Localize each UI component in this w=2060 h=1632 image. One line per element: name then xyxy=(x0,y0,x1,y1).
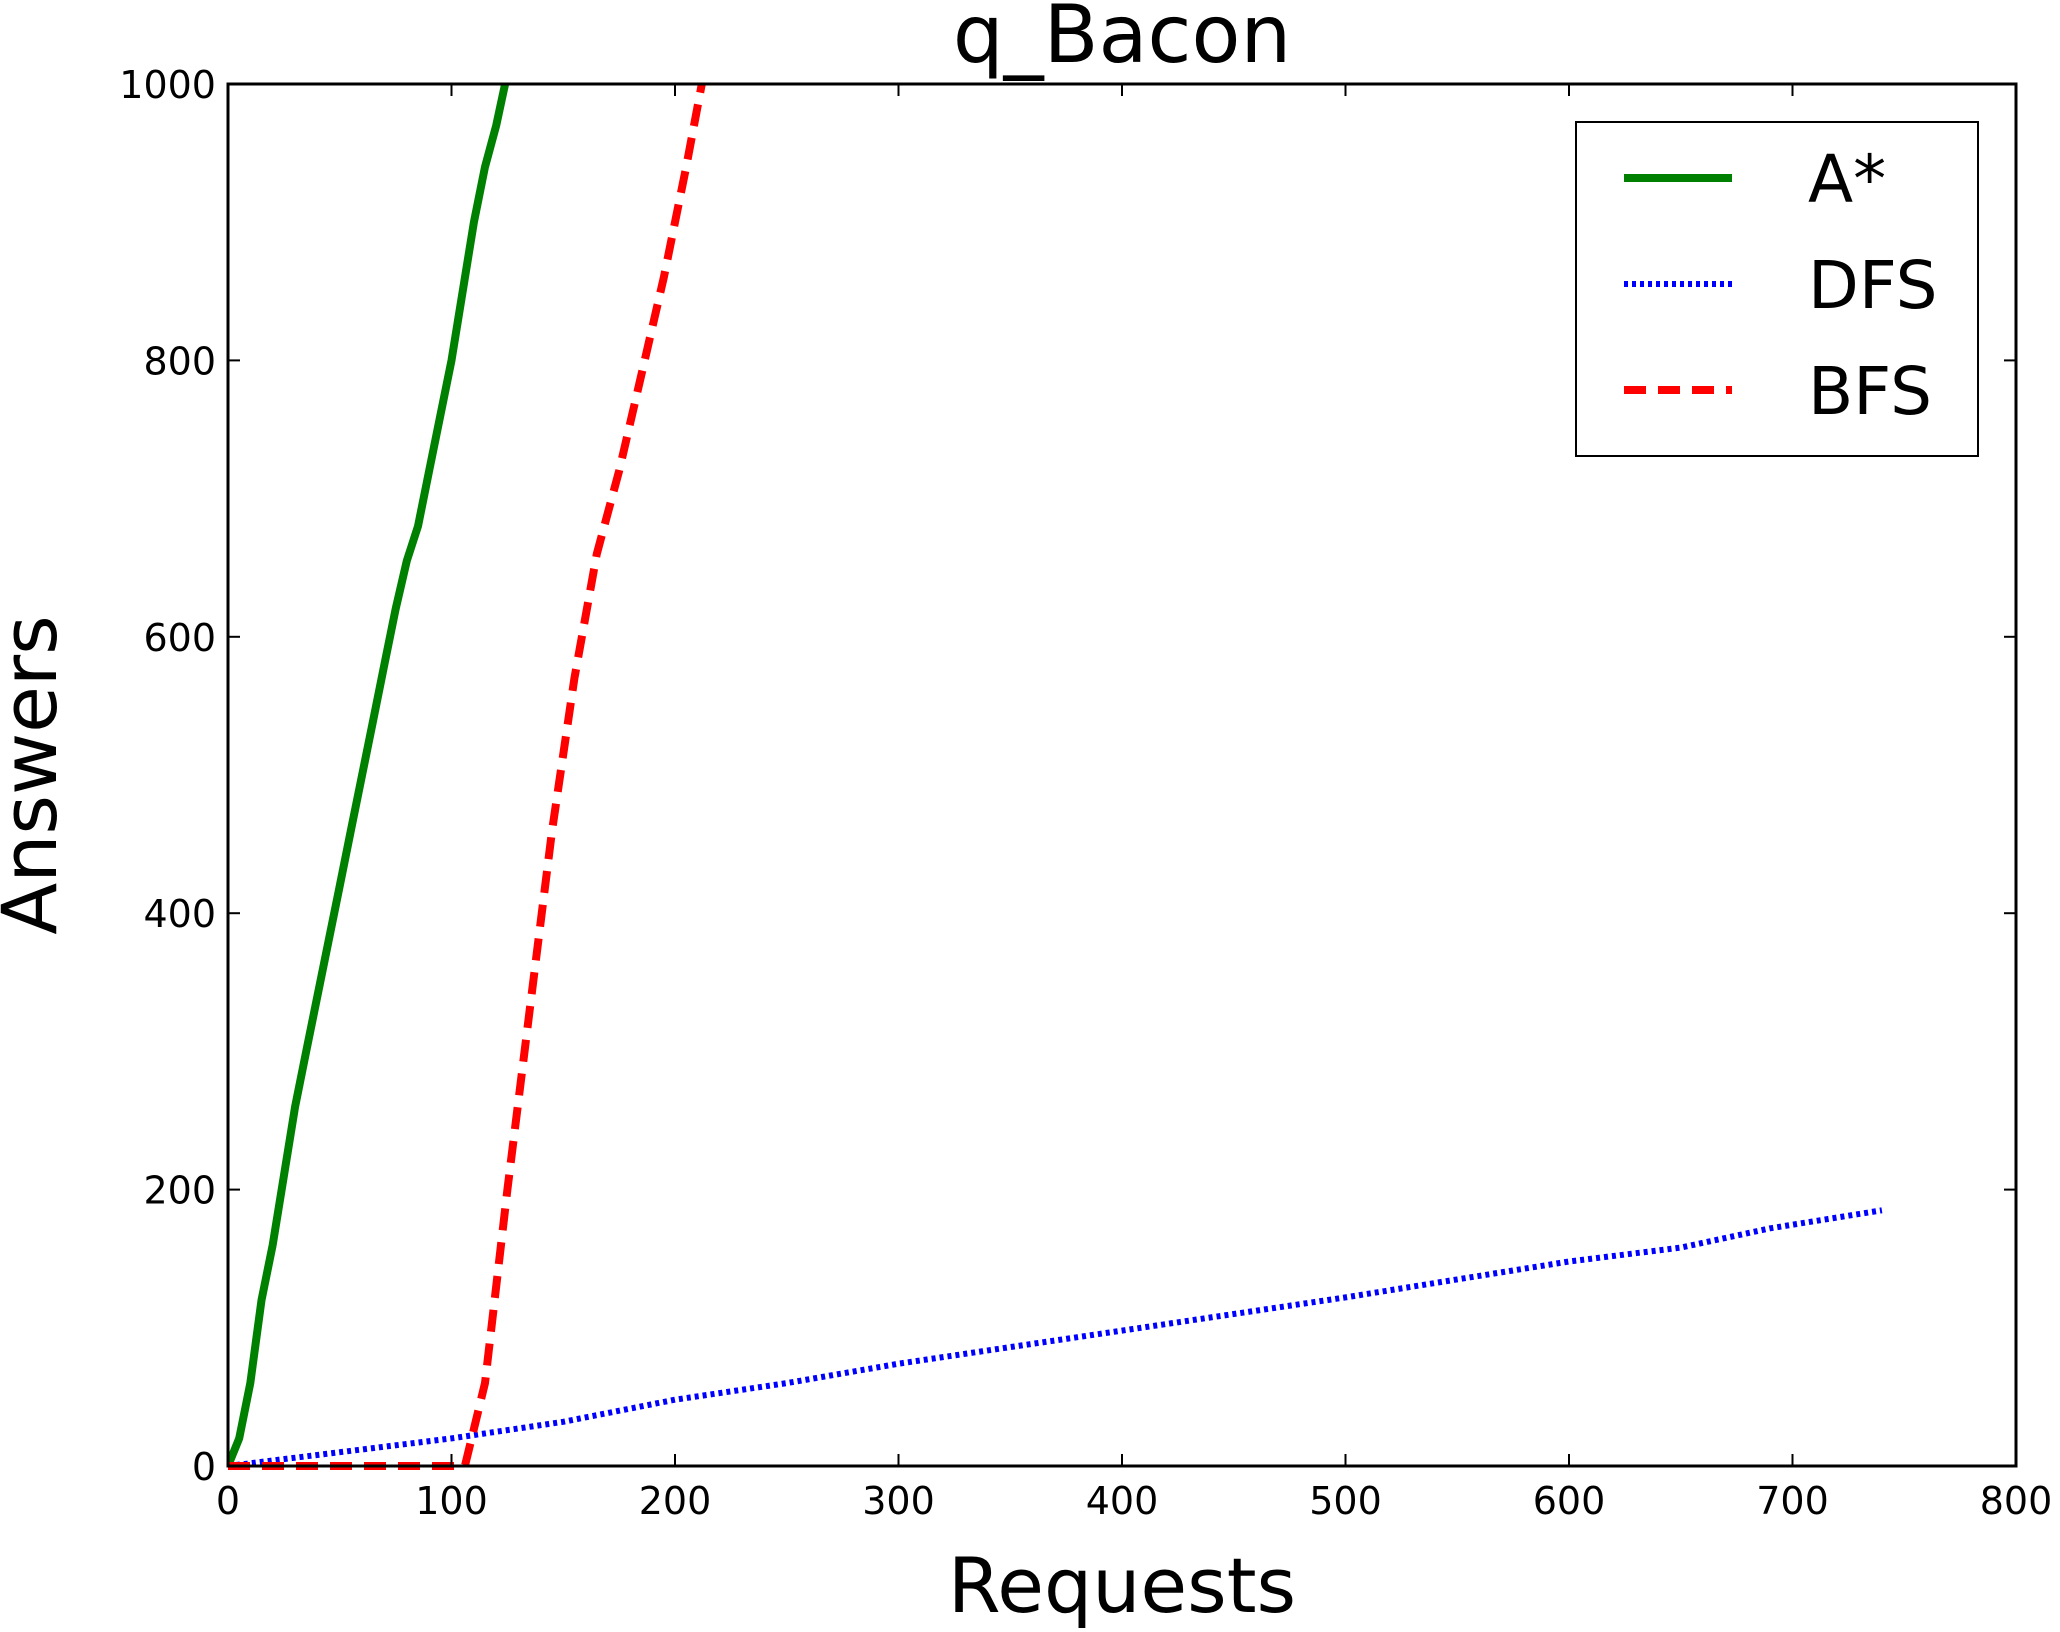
series-layer xyxy=(228,83,1883,1470)
y-tick-label: 800 xyxy=(143,339,216,383)
x-tick-label: 800 xyxy=(1980,1479,2053,1523)
y-tick-label: 200 xyxy=(143,1169,216,1213)
series-line-bfs xyxy=(228,83,706,1470)
series-line-a xyxy=(228,83,510,1468)
chart-title: q_Bacon xyxy=(953,0,1291,81)
x-tick-label: 100 xyxy=(415,1479,488,1523)
x-tick-label: 700 xyxy=(1756,1479,1829,1523)
y-tick-label: 600 xyxy=(143,616,216,660)
legend-label: BFS xyxy=(1808,353,1932,430)
legend-label: A* xyxy=(1808,141,1886,218)
legend: A* DFS BFS xyxy=(1575,121,1979,457)
x-tick-label: 500 xyxy=(1309,1479,1382,1523)
y-axis-ticks: 0 200 400 600 800 1000 xyxy=(119,63,2016,1489)
x-tick-label: 300 xyxy=(862,1479,935,1523)
x-tick-label: 0 xyxy=(216,1479,240,1523)
y-tick-label: 400 xyxy=(143,892,216,936)
x-tick-label: 600 xyxy=(1533,1479,1606,1523)
x-axis-ticks: 0 100 200 300 400 500 600 700 800 xyxy=(216,84,2052,1523)
y-axis-label: Answers xyxy=(0,615,74,935)
legend-label: DFS xyxy=(1808,247,1938,324)
x-tick-label: 400 xyxy=(1086,1479,1159,1523)
x-tick-label: 200 xyxy=(639,1479,712,1523)
plot-area: 0 100 200 300 400 500 600 700 800 0 200 400 600 800 1… xyxy=(119,63,2052,1523)
x-axis-label: Requests xyxy=(948,1541,1296,1630)
y-tick-label: 0 xyxy=(192,1445,216,1489)
y-tick-label: 1000 xyxy=(119,63,216,107)
series-line-dfs xyxy=(228,1207,1883,1469)
